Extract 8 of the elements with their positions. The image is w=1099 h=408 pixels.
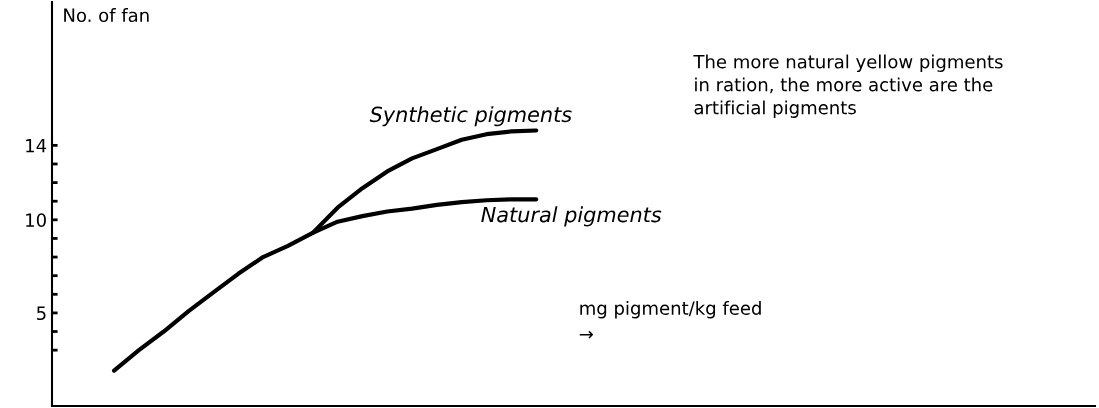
- x-axis-title: mg pigment/kg feed →: [579, 300, 761, 339]
- annotation: The more natural yellow pigments in ration, the more active are the artificial pigments: [693, 54, 1003, 118]
- y-tick-label: 5: [37, 306, 46, 321]
- y-tick-label: 14: [26, 139, 47, 153]
- series-label: Synthetic pigments: [369, 106, 572, 127]
- y-tick-label: 10: [26, 213, 46, 227]
- y-axis-title: No. of fan: [64, 8, 149, 23]
- series-label: Natural pigments: [481, 206, 662, 227]
